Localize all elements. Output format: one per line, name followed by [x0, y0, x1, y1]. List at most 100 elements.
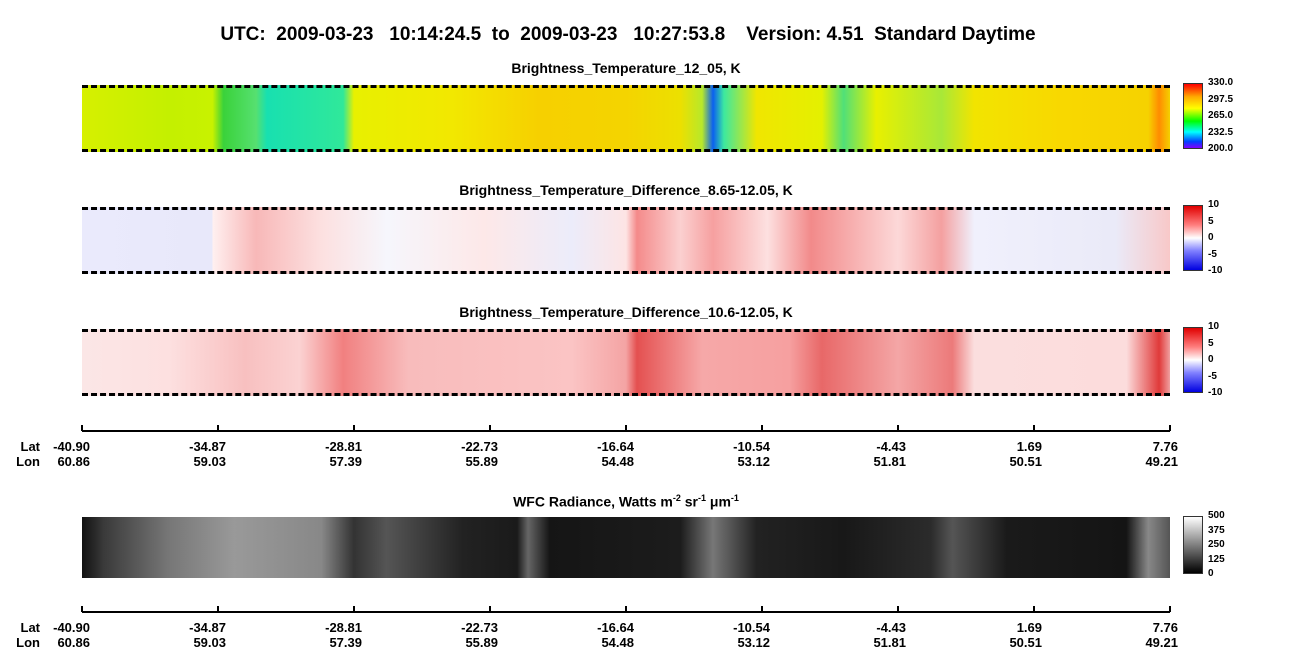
title-part: WFC Radiance, Watts m	[513, 493, 673, 510]
tick-mark	[353, 425, 355, 431]
colorbar-label: 5	[1208, 337, 1214, 349]
colorbar-label: 375	[1208, 524, 1225, 536]
title-part: μm	[705, 493, 731, 510]
lat-tick-label: -22.73	[461, 620, 498, 635]
lat-tick-label: -10.54	[733, 620, 770, 635]
lat-tick-label: -16.64	[597, 620, 634, 635]
tick-mark	[1169, 425, 1171, 431]
colorbar-label: 125	[1208, 553, 1225, 565]
image-panel	[82, 207, 1170, 274]
lon-tick-label: 55.89	[465, 635, 498, 650]
lat-label: Lat	[20, 620, 41, 635]
colorbar	[1183, 205, 1203, 271]
lat-tick-label: -16.64	[597, 439, 634, 454]
title-part: sr	[680, 493, 698, 510]
colorbar-label: 10	[1208, 321, 1220, 332]
lat-tick-label: -4.43	[876, 439, 906, 454]
axis-line	[82, 430, 1170, 432]
panel-title: Brightness_Temperature_12_05, K	[511, 60, 741, 76]
colorbar-label: 265.0	[1208, 110, 1234, 121]
colorbar-label: 330.0	[1208, 77, 1234, 88]
tick-mark	[489, 606, 491, 612]
colorbar-label: 0	[1208, 568, 1214, 579]
tick-mark	[217, 606, 219, 612]
tick-mark	[625, 606, 627, 612]
title-part: -2	[672, 493, 681, 503]
panel-title: Brightness_Temperature_Difference_10.6-1…	[459, 304, 793, 320]
image-panel	[82, 329, 1170, 396]
tick-mark	[897, 425, 899, 431]
lat-tick-label: -10.54	[733, 439, 770, 454]
lon-tick-label: 57.39	[329, 454, 362, 469]
lon-tick-label: 57.39	[329, 635, 362, 650]
tick-mark	[761, 606, 763, 612]
lon-tick-label: 60.86	[57, 454, 90, 469]
image-panel	[82, 85, 1170, 152]
colorbar-label: 5	[1208, 215, 1214, 227]
page-title: UTC: 2009-03-23 10:14:24.5 to 2009-03-23…	[220, 24, 1036, 45]
colorbar-label: 0	[1208, 354, 1214, 365]
colorbar-label: -5	[1208, 370, 1217, 382]
lat-tick-label: -34.87	[189, 439, 226, 454]
lon-label: Lon	[16, 635, 40, 650]
lon-tick-label: 54.48	[601, 635, 634, 650]
colorbar	[1183, 516, 1203, 574]
lon-tick-label: 50.51	[1009, 635, 1042, 650]
lat-tick-label: -4.43	[876, 620, 906, 635]
lon-tick-label: 51.81	[873, 454, 906, 469]
colorbar-label: 297.5	[1208, 93, 1234, 105]
lon-tick-label: 54.48	[601, 454, 634, 469]
colorbar-label: -10	[1208, 265, 1223, 276]
lat-label: Lat	[20, 439, 41, 454]
lat-tick-label: -28.81	[325, 620, 362, 635]
colorbar-label: 500	[1208, 510, 1225, 521]
lon-label: Lon	[16, 454, 40, 469]
lon-tick-label: 51.81	[873, 635, 906, 650]
tick-mark	[761, 425, 763, 431]
lon-tick-label: 53.12	[737, 635, 770, 650]
tick-mark	[897, 606, 899, 612]
colorbar-label: 232.5	[1208, 126, 1234, 138]
title-part: -1	[697, 493, 706, 503]
title-part: -1	[730, 493, 739, 503]
lat-tick-label: 1.69	[1016, 439, 1042, 454]
panel-title: Brightness_Temperature_Difference_8.65-1…	[459, 182, 793, 198]
lat-tick-label: -28.81	[325, 439, 362, 454]
lat-tick-label: 7.76	[1152, 620, 1178, 635]
colorbar-label: 200.0	[1208, 143, 1234, 154]
tick-mark	[1033, 606, 1035, 612]
lat-tick-label: 7.76	[1152, 439, 1178, 454]
colorbar-label: 250	[1208, 539, 1225, 550]
tick-mark	[1169, 606, 1171, 612]
colorbar-label: -5	[1208, 248, 1217, 260]
lon-tick-label: 49.21	[1145, 635, 1178, 650]
colorbar	[1183, 327, 1203, 393]
lon-tick-label: 55.89	[465, 454, 498, 469]
axis-line	[82, 611, 1170, 613]
colorbar-label: -10	[1208, 387, 1223, 398]
tick-mark	[625, 425, 627, 431]
image-panel	[82, 517, 1170, 578]
lat-tick-label: -34.87	[189, 620, 226, 635]
lon-tick-label: 50.51	[1009, 454, 1042, 469]
lon-tick-label: 60.86	[57, 635, 90, 650]
tick-mark	[81, 425, 83, 431]
lat-tick-label: 1.69	[1016, 620, 1042, 635]
lat-tick-label: -40.90	[53, 620, 90, 635]
lon-tick-label: 49.21	[1145, 454, 1178, 469]
tick-mark	[353, 606, 355, 612]
lon-tick-label: 59.03	[193, 635, 226, 650]
tick-mark	[217, 425, 219, 431]
lon-tick-label: 53.12	[737, 454, 770, 469]
colorbar-label: 0	[1208, 232, 1214, 243]
lat-tick-label: -40.90	[53, 439, 90, 454]
lon-tick-label: 59.03	[193, 454, 226, 469]
tick-mark	[1033, 425, 1035, 431]
tick-mark	[489, 425, 491, 431]
tick-mark	[81, 606, 83, 612]
colorbar	[1183, 83, 1203, 149]
panel-title: WFC Radiance, Watts m-2 sr-1 μm-1	[82, 493, 1170, 510]
lat-tick-label: -22.73	[461, 439, 498, 454]
colorbar-label: 10	[1208, 199, 1220, 210]
